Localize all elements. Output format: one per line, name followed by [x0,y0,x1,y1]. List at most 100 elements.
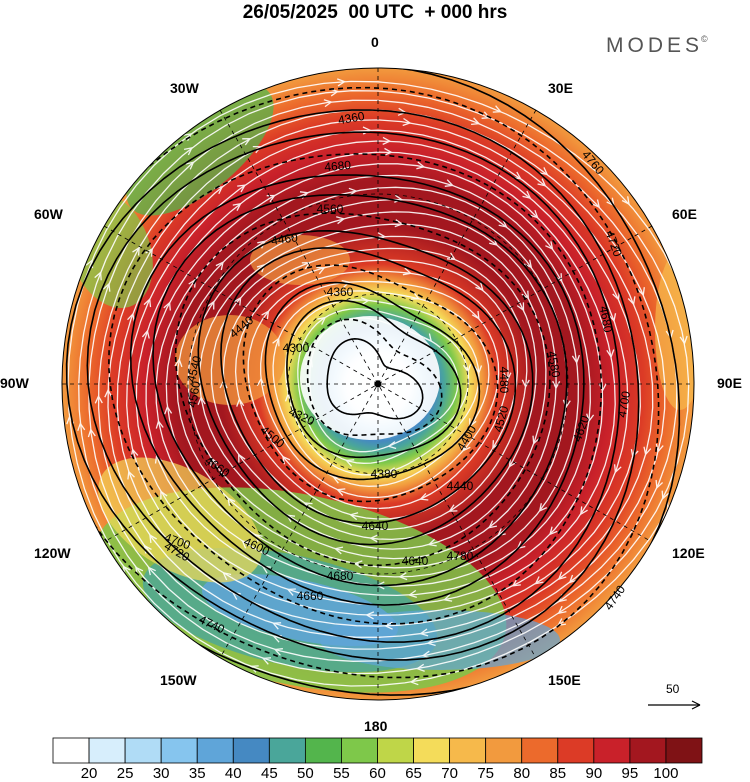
streamline [234,259,519,520]
wind-arrow-icon [261,657,272,665]
wind-arrow-icon [421,650,431,659]
wind-arrow-icon [94,271,102,281]
wind-arrow-icon [94,394,103,404]
scale-arrow-icon [691,700,701,710]
wind-arrow-icon [475,282,484,292]
wind-arrow-icon [330,88,340,97]
wind-arrow-icon [444,179,454,187]
wind-arrow-icon [147,566,156,576]
colorbar-tick-label: 65 [405,765,422,782]
colorbar-tick-label: 25 [116,765,134,782]
colorbar-tick-label: 80 [513,765,531,782]
lon-label-180: 180 [364,718,388,734]
wind-arrow-icon [383,147,393,156]
colorbar-tick-label: 40 [224,765,242,782]
wind-arrow-icon [360,297,370,306]
wind-arrow-icon [132,246,140,256]
wind-arrow-icon [498,219,508,228]
height-contour [264,281,481,481]
wind-arrow-icon [261,310,270,320]
contour-label: 4680 [324,158,352,174]
wind-arrow-icon [410,292,421,300]
wind-arrow-icon [537,178,547,187]
wind-arrow-icon [496,528,506,537]
wind-arrow-icon [511,578,521,587]
wind-arrow-icon [236,397,245,407]
lon-label-30w: 30W [170,80,199,96]
colorbar-tick-label: 90 [585,765,603,782]
wind-arrow-icon [571,354,581,364]
streamline [272,290,490,487]
wind-arrow-icon [237,184,247,193]
streamline [97,109,666,650]
wind-arrow-icon [301,261,311,270]
wind-arrow-icon [538,503,548,513]
wind-arrow-icon [591,199,601,209]
colorbar-tick-label: 85 [549,765,567,782]
colorbar-swatch [88,737,126,764]
contour-label: 4640 [402,554,429,568]
wind-arrow-icon [508,458,517,468]
colorbar-tick-label: 30 [152,765,170,782]
contour-label: 4360 [337,109,366,127]
height-contour [242,264,499,503]
colorbar-swatch [52,737,90,764]
height-contour [129,174,585,606]
wind-arrow-icon [316,266,326,275]
streamline [260,280,500,499]
wind-arrow-icon [586,413,595,423]
registered-mark: © [701,34,708,44]
contour-label: 4380 [371,467,398,481]
wind-arrow-icon [661,490,670,500]
wind-arrow-icon [692,342,694,352]
wind-arrow-icon [141,329,150,339]
wind-arrow-icon [568,574,578,584]
wind-arrow-icon [386,467,396,476]
wind-arrow-icon [627,296,636,306]
wind-arrow-icon [336,488,346,496]
wind-arrow-icon [323,99,333,108]
height-contour [174,212,551,567]
wind-arrow-icon [529,209,539,219]
streamline [145,163,604,597]
wind-arrow-icon [387,441,397,450]
contour-label: 4560 [317,202,344,216]
wind-arrow-icon [249,665,259,673]
wind-arrow-icon [271,622,282,630]
wind-arrow-icon [443,593,453,602]
wind-arrow-icon [369,534,379,543]
wind-arrow-icon [174,358,183,368]
streamline [67,80,694,687]
wind-arrow-icon [415,663,425,672]
vector-scale-label: 50 [666,682,680,696]
colorbar-tick-label: 70 [441,765,458,782]
lon-label-60e: 60E [672,206,697,222]
contour-label: 4300 [283,341,310,355]
wind-arrow-icon [242,138,252,146]
height-contour [62,86,660,679]
wind-arrow-icon [365,611,375,620]
colorbar-swatch [304,737,342,764]
wind-arrow-icon [419,628,429,637]
height-contour [107,153,603,625]
colorbar-swatch [196,737,234,764]
wind-arrow-icon [630,448,639,459]
wind-arrow-icon [612,291,620,301]
wind-arrow-icon [143,297,152,308]
contour-label: 4680 [327,569,354,583]
wind-arrow-icon [446,252,457,261]
wind-arrow-icon [333,546,344,555]
wind-arrow-icon [207,300,215,310]
wind-arrow-icon [215,261,224,271]
wind-arrow-icon [409,677,419,686]
wind-field [62,68,694,700]
colorbar-swatch [557,737,595,764]
wind-arrow-icon [384,621,393,630]
streamline [187,211,557,560]
wind-arrow-icon [127,312,135,322]
colorbar-tick-label: 45 [260,765,278,782]
wind-arrow-icon [232,202,242,211]
lon-label-0: 0 [371,34,379,50]
lon-label-150w: 150W [160,672,197,688]
